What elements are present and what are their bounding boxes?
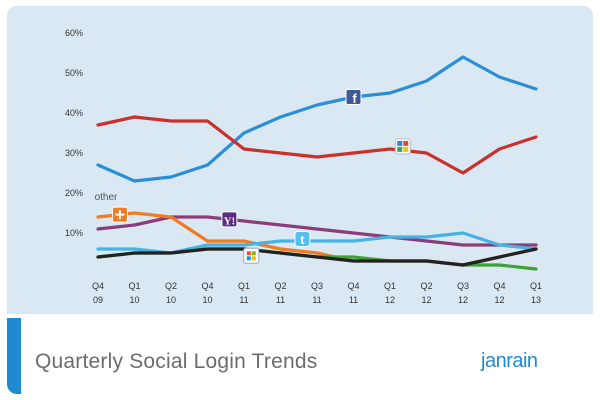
x-tick-label: Q1 xyxy=(238,281,250,291)
x-tick-label: 13 xyxy=(531,295,541,305)
other-icon xyxy=(111,206,128,223)
x-tick-label: Q2 xyxy=(420,281,432,291)
y-tick-label: 50% xyxy=(65,68,83,78)
x-tick-label: Q4 xyxy=(493,281,505,291)
series-line-facebook xyxy=(96,55,538,183)
svg-text:f: f xyxy=(352,91,357,106)
y-tick-label: 30% xyxy=(65,148,83,158)
x-tick-label: Q2 xyxy=(165,281,177,291)
x-tick-label: 10 xyxy=(166,295,176,305)
x-tick-label: 11 xyxy=(349,295,358,305)
x-tick-label: Q1 xyxy=(530,281,542,291)
brand-logo: janrain xyxy=(481,350,538,372)
chart-card: 10% 20% 30% 40% 50% 60% Q4 09 Q1 10 Q2 10 Q4 10 Q1 11 Q2… xyxy=(7,6,593,394)
twitter-icon: t xyxy=(294,231,311,247)
google-icon xyxy=(394,138,411,155)
x-tick-label: 12 xyxy=(494,295,504,305)
x-tick-label: Q4 xyxy=(201,281,213,291)
series-line-twitter xyxy=(96,231,538,255)
y-tick-label: 20% xyxy=(65,188,83,198)
x-tick-label: Q2 xyxy=(274,281,286,291)
x-tick-label: 12 xyxy=(385,295,395,305)
chart-title: Quarterly Social Login Trends xyxy=(35,350,318,373)
line-chart: 10% 20% 30% 40% 50% 60% Q4 09 Q1 10 Q2 10 Q4 10 Q1 11 Q2… xyxy=(65,28,542,305)
svg-text:Y!: Y! xyxy=(224,215,236,227)
x-tick-label: 12 xyxy=(421,295,431,305)
y-tick-label: 40% xyxy=(65,108,83,118)
x-tick-label: 09 xyxy=(93,295,103,305)
x-tick-label: 11 xyxy=(312,295,321,305)
x-tick-label: Q1 xyxy=(128,281,140,291)
x-tick-label: 12 xyxy=(458,295,468,305)
y-tick-label: 10% xyxy=(65,228,83,238)
x-tick-label: Q4 xyxy=(92,281,104,291)
x-tick-label: 10 xyxy=(129,295,139,305)
x-tick-label: 10 xyxy=(202,295,212,305)
series-line-google xyxy=(96,115,538,175)
x-tick-label: Q3 xyxy=(311,281,323,291)
yahoo-icon: Y! xyxy=(221,211,238,228)
x-tick-label: Q4 xyxy=(347,281,359,291)
x-tick-label: Q1 xyxy=(384,281,396,291)
windows-live-icon xyxy=(243,247,260,264)
x-tick-label: 11 xyxy=(276,295,285,305)
other-series-label: other xyxy=(95,192,118,203)
footer: Quarterly Social Login Trends janrain xyxy=(7,314,593,394)
x-tick-label: 11 xyxy=(239,295,248,305)
svg-text:t: t xyxy=(300,233,304,247)
x-tick-label: Q3 xyxy=(457,281,469,291)
footer-accent-bar xyxy=(7,318,21,394)
series-line-aol xyxy=(96,247,538,267)
facebook-icon: f xyxy=(345,89,362,106)
y-tick-label: 60% xyxy=(65,28,83,38)
chart-panel: 10% 20% 30% 40% 50% 60% Q4 09 Q1 10 Q2 10 Q4 10 Q1 11 Q2… xyxy=(7,6,593,314)
